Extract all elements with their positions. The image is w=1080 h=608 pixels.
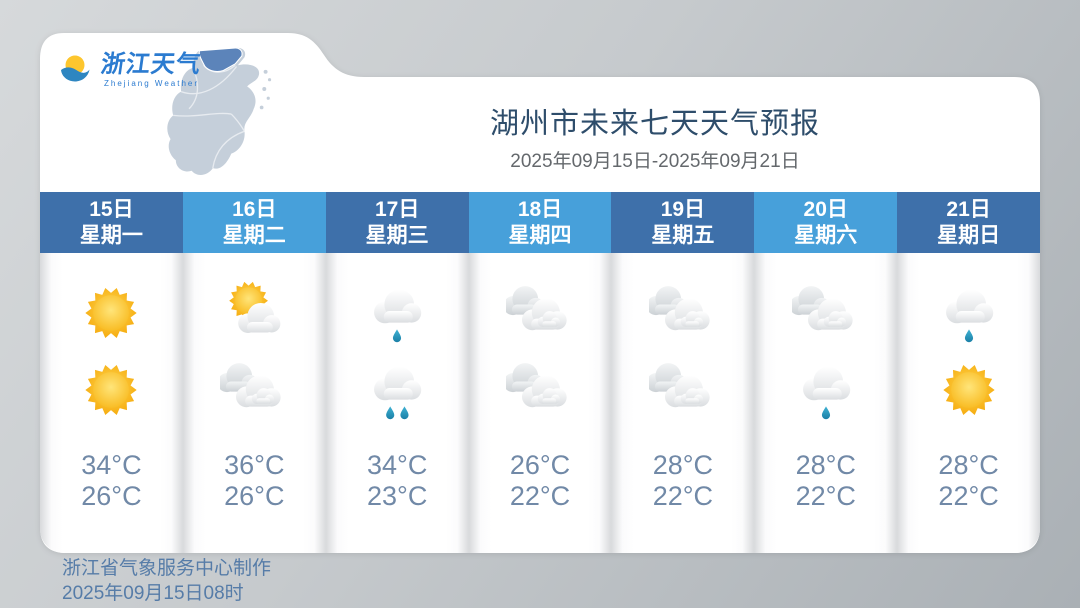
day-header: 20日 星期六: [754, 192, 898, 253]
day-column-5: 19日 星期五 28°C 22°C: [611, 192, 755, 553]
day-body: 36°C 26°C: [182, 253, 326, 553]
day-column-1: 15日 星期一 34°C 26°C: [40, 192, 183, 553]
sun-icon: [929, 356, 1009, 424]
logo: 浙江天气 Zhejiang Weather: [58, 51, 203, 88]
sun-icon: [71, 279, 151, 347]
low-temp: 26°C: [224, 481, 285, 511]
day-weekday: 星期三: [365, 224, 429, 247]
clouds-icon: [500, 356, 580, 424]
high-temp: 34°C: [366, 450, 428, 480]
day-body: 28°C 22°C: [754, 253, 898, 553]
clouds-icon: [786, 279, 866, 347]
temperatures: 28°C 22°C: [754, 450, 897, 512]
day-column-4: 18日 星期四 26°C 22°C: [468, 192, 612, 553]
page-title: 湖州市未来七天天气预报: [489, 108, 820, 140]
day-header: 17日 星期三: [325, 192, 469, 253]
day-weekday: 星期五: [651, 224, 715, 247]
clouds-icon: [214, 356, 294, 424]
clouds-icon: [643, 356, 723, 424]
high-temp: 28°C: [938, 450, 999, 480]
day-weekday: 星期四: [508, 224, 572, 247]
cloud-rain-1-icon: [929, 279, 1009, 347]
huzhou-region: [198, 47, 243, 73]
province-outline: [167, 47, 260, 176]
day-weekday: 星期二: [222, 224, 286, 247]
day-body: 28°C 22°C: [611, 253, 755, 553]
zhejiang-weather-logo-icon: [61, 55, 90, 82]
footer: 浙江省气象服务中心制作 2025年09月15日08时: [62, 556, 271, 606]
day-date: 18日: [517, 198, 563, 221]
day-body: 34°C 26°C: [40, 253, 183, 553]
footer-issued-time: 2025年09月15日08时: [62, 583, 244, 604]
low-temp: 22°C: [652, 481, 714, 511]
footer-credit: 浙江省气象服务中心制作: [62, 558, 272, 579]
temperatures: 34°C 26°C: [40, 450, 183, 512]
temperatures: 28°C 22°C: [897, 450, 1040, 512]
day-header: 16日 星期二: [182, 192, 326, 253]
forecast-columns: 15日 星期一 34°C 26°C 16日 星期二 36°C 26°C: [40, 192, 1040, 553]
high-temp: 34°C: [81, 450, 142, 480]
high-temp: 26°C: [509, 450, 571, 480]
day-date: 20日: [803, 198, 848, 221]
day-weekday: 星期日: [937, 224, 1001, 247]
cloud-rain-1-icon: [357, 279, 437, 347]
day-weekday: 星期六: [794, 224, 858, 247]
day-column-3: 17日 星期三 34°C 23°C: [325, 192, 469, 553]
day-date: 16日: [232, 198, 277, 221]
temperatures: 28°C 22°C: [611, 450, 754, 512]
day-header: 15日 星期一: [40, 192, 183, 253]
low-temp: 23°C: [366, 481, 428, 511]
day-body: 34°C 23°C: [325, 253, 469, 553]
day-weekday: 星期一: [79, 224, 143, 247]
day-header: 19日 星期五: [611, 192, 755, 253]
clouds-icon: [643, 279, 723, 347]
logo-name: 浙江天气: [99, 51, 203, 78]
forecast-date-range: 2025年09月15日-2025年09月21日: [510, 151, 800, 172]
day-column-2: 16日 星期二 36°C 26°C: [182, 192, 326, 553]
day-header: 18日 星期四: [468, 192, 612, 253]
cloud-rain-1-icon: [786, 356, 866, 424]
sun-cloud-icon: [214, 279, 294, 347]
day-date: 15日: [89, 198, 134, 221]
clouds-icon: [500, 279, 580, 347]
day-header: 21日 星期日: [897, 192, 1040, 253]
day-column-6: 20日 星期六 28°C 22°C: [754, 192, 898, 553]
day-body: 28°C 22°C: [897, 253, 1040, 553]
day-date: 21日: [946, 198, 991, 221]
temperatures: 34°C 23°C: [326, 450, 469, 512]
high-temp: 28°C: [652, 450, 714, 480]
cloud-rain-2-icon: [357, 356, 437, 424]
low-temp: 22°C: [938, 481, 999, 511]
high-temp: 36°C: [224, 450, 285, 480]
high-temp: 28°C: [795, 450, 856, 480]
temperatures: 26°C 22°C: [469, 450, 612, 512]
logo-subtitle: Zhejiang Weather: [104, 79, 199, 88]
zhejiang-map: [160, 44, 292, 192]
low-temp: 22°C: [509, 481, 571, 511]
low-temp: 26°C: [81, 481, 142, 511]
temperatures: 36°C 26°C: [183, 450, 326, 512]
day-date: 17日: [374, 198, 420, 221]
day-column-7: 21日 星期日 28°C 22°C: [897, 192, 1040, 553]
day-body: 26°C 22°C: [468, 253, 612, 553]
low-temp: 22°C: [795, 481, 856, 511]
sun-icon: [71, 356, 151, 424]
day-date: 19日: [660, 198, 706, 221]
